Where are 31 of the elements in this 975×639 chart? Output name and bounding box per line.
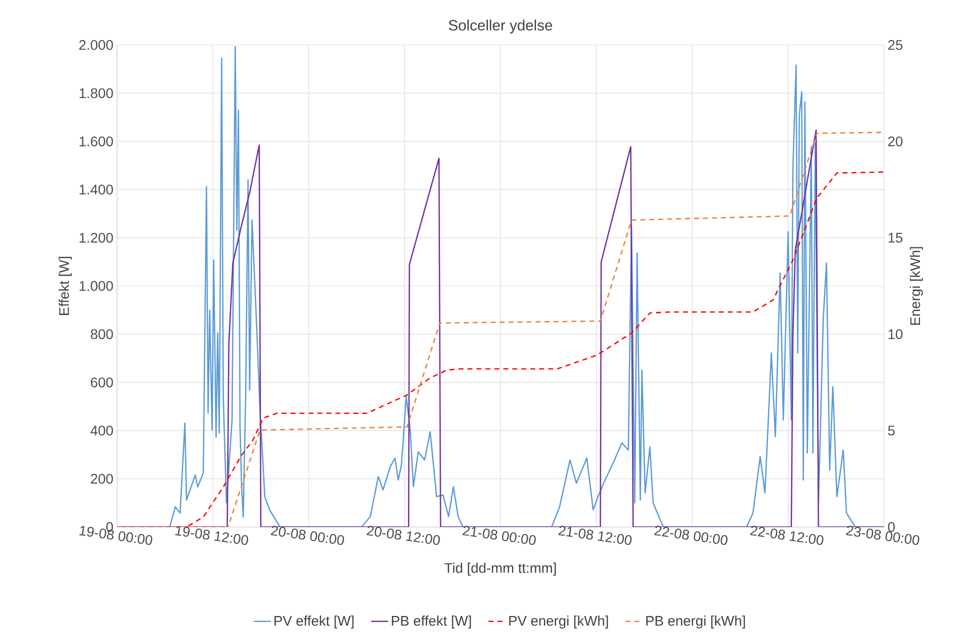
legend-label: PB energi [kWh] xyxy=(646,616,745,629)
y-tick-label: 1.000 xyxy=(80,281,113,291)
y-tick-label: 2.000 xyxy=(79,40,113,50)
x-tick-label: 21-08 00:00 xyxy=(462,526,536,545)
y-tick-label: 200 xyxy=(90,474,113,484)
x-tick-label: 20-08 00:00 xyxy=(270,526,344,545)
legend-label: PV effekt [W] xyxy=(274,616,354,629)
y2-tick-label: 10 xyxy=(888,329,902,340)
y2-axis-title: Energi [kWh] xyxy=(910,247,923,325)
y-tick-label: 600 xyxy=(90,377,113,388)
x-tick-label: 22-08 00:00 xyxy=(654,526,728,545)
legend-label: PB effekt [W] xyxy=(392,616,471,629)
y2-tick-label: 0 xyxy=(888,522,895,532)
y-tick-label: 1.800 xyxy=(80,88,113,98)
y-tick-label: 400 xyxy=(90,426,113,436)
y-tick-label: 800 xyxy=(90,329,113,340)
x-tick-label: 19-08 12:00 xyxy=(175,526,248,545)
y2-tick-label: 5 xyxy=(888,426,895,436)
y-tick-label: 1.600 xyxy=(80,136,113,146)
chart-title: Solceller ydelse xyxy=(448,20,552,34)
x-tick-label: 20-08 12:00 xyxy=(366,526,440,545)
y2-tick-label: 25 xyxy=(888,40,902,50)
x-axis-title: Tid [dd-mm tt:mm] xyxy=(444,562,556,576)
x-tick-label: 21-08 12:00 xyxy=(558,526,632,545)
y-axis-title: Effekt [W] xyxy=(58,256,72,315)
y-tick-label: 1.400 xyxy=(80,184,113,195)
y-tick-label: 1.200 xyxy=(80,232,113,243)
y2-tick-label: 15 xyxy=(888,232,902,243)
legend-label: PV energi [kWh] xyxy=(509,616,608,629)
x-tick-label: 22-08 12:00 xyxy=(750,526,824,545)
y2-tick-label: 20 xyxy=(888,136,902,146)
